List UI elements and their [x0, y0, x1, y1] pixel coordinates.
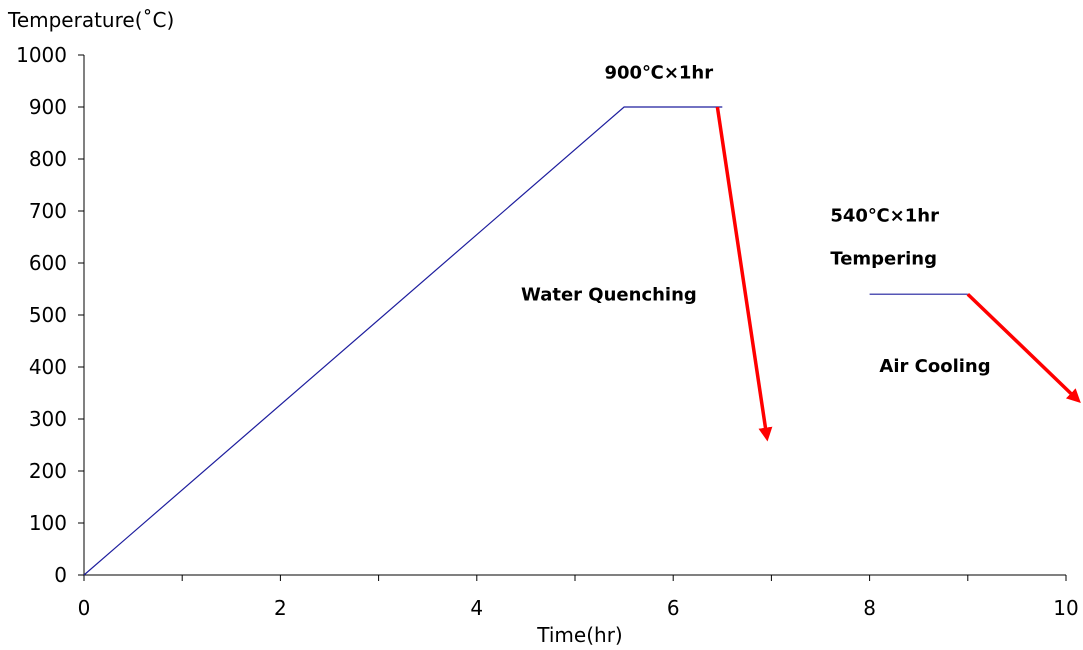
annotation-label: Air Cooling [879, 356, 990, 377]
y-tick-label: 700 [29, 199, 67, 223]
x-tick-label: 6 [667, 596, 680, 620]
series-line [83, 106, 723, 576]
cooling-arrow [715, 106, 773, 442]
x-tick-label: 10 [1053, 596, 1078, 620]
y-tick-label: 300 [29, 407, 67, 431]
annotation-label: 900℃×1hr [604, 62, 713, 83]
series-group [83, 106, 968, 576]
y-tick-label: 600 [29, 251, 67, 275]
y-tick-label: 0 [54, 563, 67, 587]
x-tick-label: 0 [78, 596, 91, 620]
y-tick-label: 100 [29, 511, 67, 535]
arrows-group [715, 106, 1081, 442]
y-tick-label: 900 [29, 95, 67, 119]
annotation-label: Tempering [830, 249, 937, 270]
axes [83, 55, 1066, 576]
annotation-label: Water Quenching [521, 284, 697, 305]
annotations-group: 900℃×1hr 540℃×1hr Tempering Water Quenching… [521, 62, 991, 377]
ticks: 0 100 200 300 400 500 600 700 800 900 1000 0 2 4 6 8 10 [16, 43, 1079, 620]
cooling-arrow [966, 292, 1081, 404]
y-tick-label: 500 [29, 303, 67, 327]
y-axis-title: Temperature(˚C) [7, 8, 174, 32]
y-tick-label: 1000 [16, 43, 67, 67]
x-tick-label: 8 [863, 596, 876, 620]
y-tick-label: 200 [29, 459, 67, 483]
y-tick-label: 800 [29, 147, 67, 171]
x-tick-label: 2 [274, 596, 287, 620]
y-tick-label: 400 [29, 355, 67, 379]
x-tick-label: 4 [470, 596, 483, 620]
annotation-label: 540℃×1hr [830, 205, 939, 226]
x-axis-title: Time(hr) [536, 623, 622, 647]
